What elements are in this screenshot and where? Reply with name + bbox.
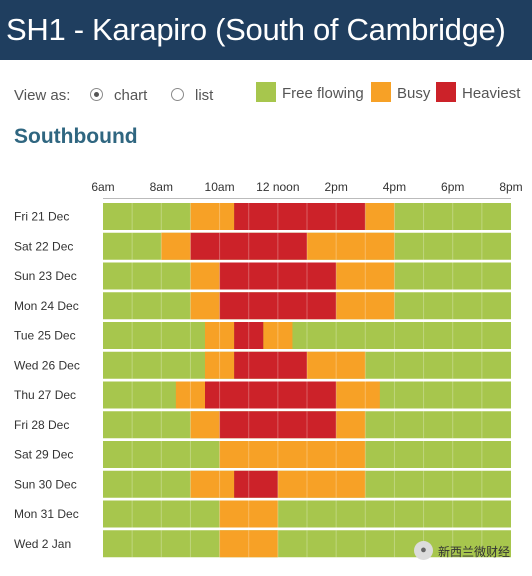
row-label-6: Thu 27 Dec	[14, 388, 76, 402]
row-7-busy-segment-0	[190, 411, 220, 439]
row-label-10: Mon 31 Dec	[14, 507, 79, 521]
row-9-busy-segment-0	[190, 470, 235, 498]
x-tick-label-1: 8am	[150, 180, 173, 194]
row-bar-10	[103, 500, 511, 528]
row-label-2: Sun 23 Dec	[14, 269, 77, 283]
chart-radio-label[interactable]: chart	[114, 87, 148, 104]
list-radio-label[interactable]: list	[195, 87, 214, 104]
legend-swatch-free-flowing	[256, 82, 276, 102]
row-1-busy-segment-1	[307, 232, 395, 260]
row-bar-11	[103, 530, 511, 558]
row-1-heaviest-segment-0	[190, 232, 307, 260]
page-header: SH1 - Karapiro (South of Cambridge)	[0, 0, 532, 60]
row-2-heaviest-segment-0	[219, 262, 337, 290]
watermark-text: 新西兰微财经	[438, 545, 511, 559]
page-title: SH1 - Karapiro (South of Cambridge)	[6, 12, 506, 47]
view-as-label: View as:	[14, 87, 71, 104]
row-3-busy-segment-1	[336, 292, 395, 320]
row-label-4: Tue 25 Dec	[14, 329, 76, 343]
row-7-busy-segment-1	[336, 411, 366, 439]
row-10-busy-segment-0	[219, 500, 278, 528]
row-6-heaviest-segment-0	[205, 381, 337, 409]
direction-heading: Southbound	[14, 125, 138, 148]
row-6-busy-segment-0	[175, 381, 205, 409]
x-tick-label-0: 6am	[91, 180, 114, 194]
row-3-heaviest-segment-0	[219, 292, 337, 320]
row-label-1: Sat 22 Dec	[14, 239, 73, 253]
row-bar-4	[103, 322, 511, 349]
row-1-busy-segment-0	[161, 232, 191, 260]
heatmap-rows: Fri 21 Dec Sat 22 Dec Sun 23 Dec Mon 24 Dec…	[14, 203, 511, 558]
row-label-0: Fri 21 Dec	[14, 210, 69, 224]
row-label-5: Wed 26 Dec	[14, 358, 80, 372]
wechat-icon: ●	[414, 541, 433, 560]
row-11-busy-segment-0	[219, 530, 278, 558]
row-3-busy-segment-0	[190, 292, 220, 320]
x-tick-label-5: 4pm	[383, 180, 406, 194]
row-4-busy-segment-0	[205, 322, 235, 349]
row-label-9: Sun 30 Dec	[14, 477, 77, 491]
row-label-11: Wed 2 Jan	[14, 537, 71, 551]
row-4-heaviest-segment-0	[234, 322, 264, 349]
row-5-busy-segment-1	[307, 351, 366, 379]
row-9-heaviest-segment-0	[234, 470, 278, 498]
list-radio[interactable]	[171, 88, 184, 101]
row-2-busy-segment-1	[336, 262, 395, 290]
x-tick-label-3: 12 noon	[256, 180, 299, 194]
legend-label-busy: Busy	[397, 85, 431, 102]
row-8-busy-segment-0	[219, 441, 366, 468]
watermark: ● 新西兰微财经	[414, 540, 532, 562]
view-toolbar: View as: chart list Free flowing Busy He…	[0, 78, 532, 108]
row-2-busy-segment-0	[190, 262, 220, 290]
row-0-busy-segment-1	[365, 203, 395, 230]
row-label-3: Mon 24 Dec	[14, 299, 79, 313]
x-tick-label-7: 8pm	[499, 180, 522, 194]
row-6-busy-segment-1	[336, 381, 380, 409]
legend-label-free-flowing: Free flowing	[282, 85, 364, 102]
row-9-busy-segment-1	[277, 470, 366, 498]
x-tick-label-4: 2pm	[324, 180, 347, 194]
row-7-heaviest-segment-0	[219, 411, 337, 439]
chart-radio[interactable]	[90, 88, 103, 101]
row-5-heaviest-segment-0	[234, 351, 307, 379]
legend-swatch-busy	[371, 82, 391, 102]
row-0-heaviest-segment-0	[234, 203, 366, 230]
row-4-busy-segment-1	[263, 322, 293, 349]
x-tick-label-6: 6pm	[441, 180, 464, 194]
legend-label-heaviest: Heaviest	[462, 85, 521, 102]
row-label-7: Fri 28 Dec	[14, 418, 69, 432]
row-0-busy-segment-0	[190, 203, 235, 230]
legend-swatch-heaviest	[436, 82, 456, 102]
time-axis-ticks: 6am 8am 10am 12 noon 2pm 4pm 6pm 8pm	[91, 180, 522, 194]
row-5-busy-segment-0	[205, 351, 235, 379]
time-axis-rule	[103, 198, 511, 199]
x-tick-label-2: 10am	[205, 180, 235, 194]
row-label-8: Sat 29 Dec	[14, 448, 73, 462]
